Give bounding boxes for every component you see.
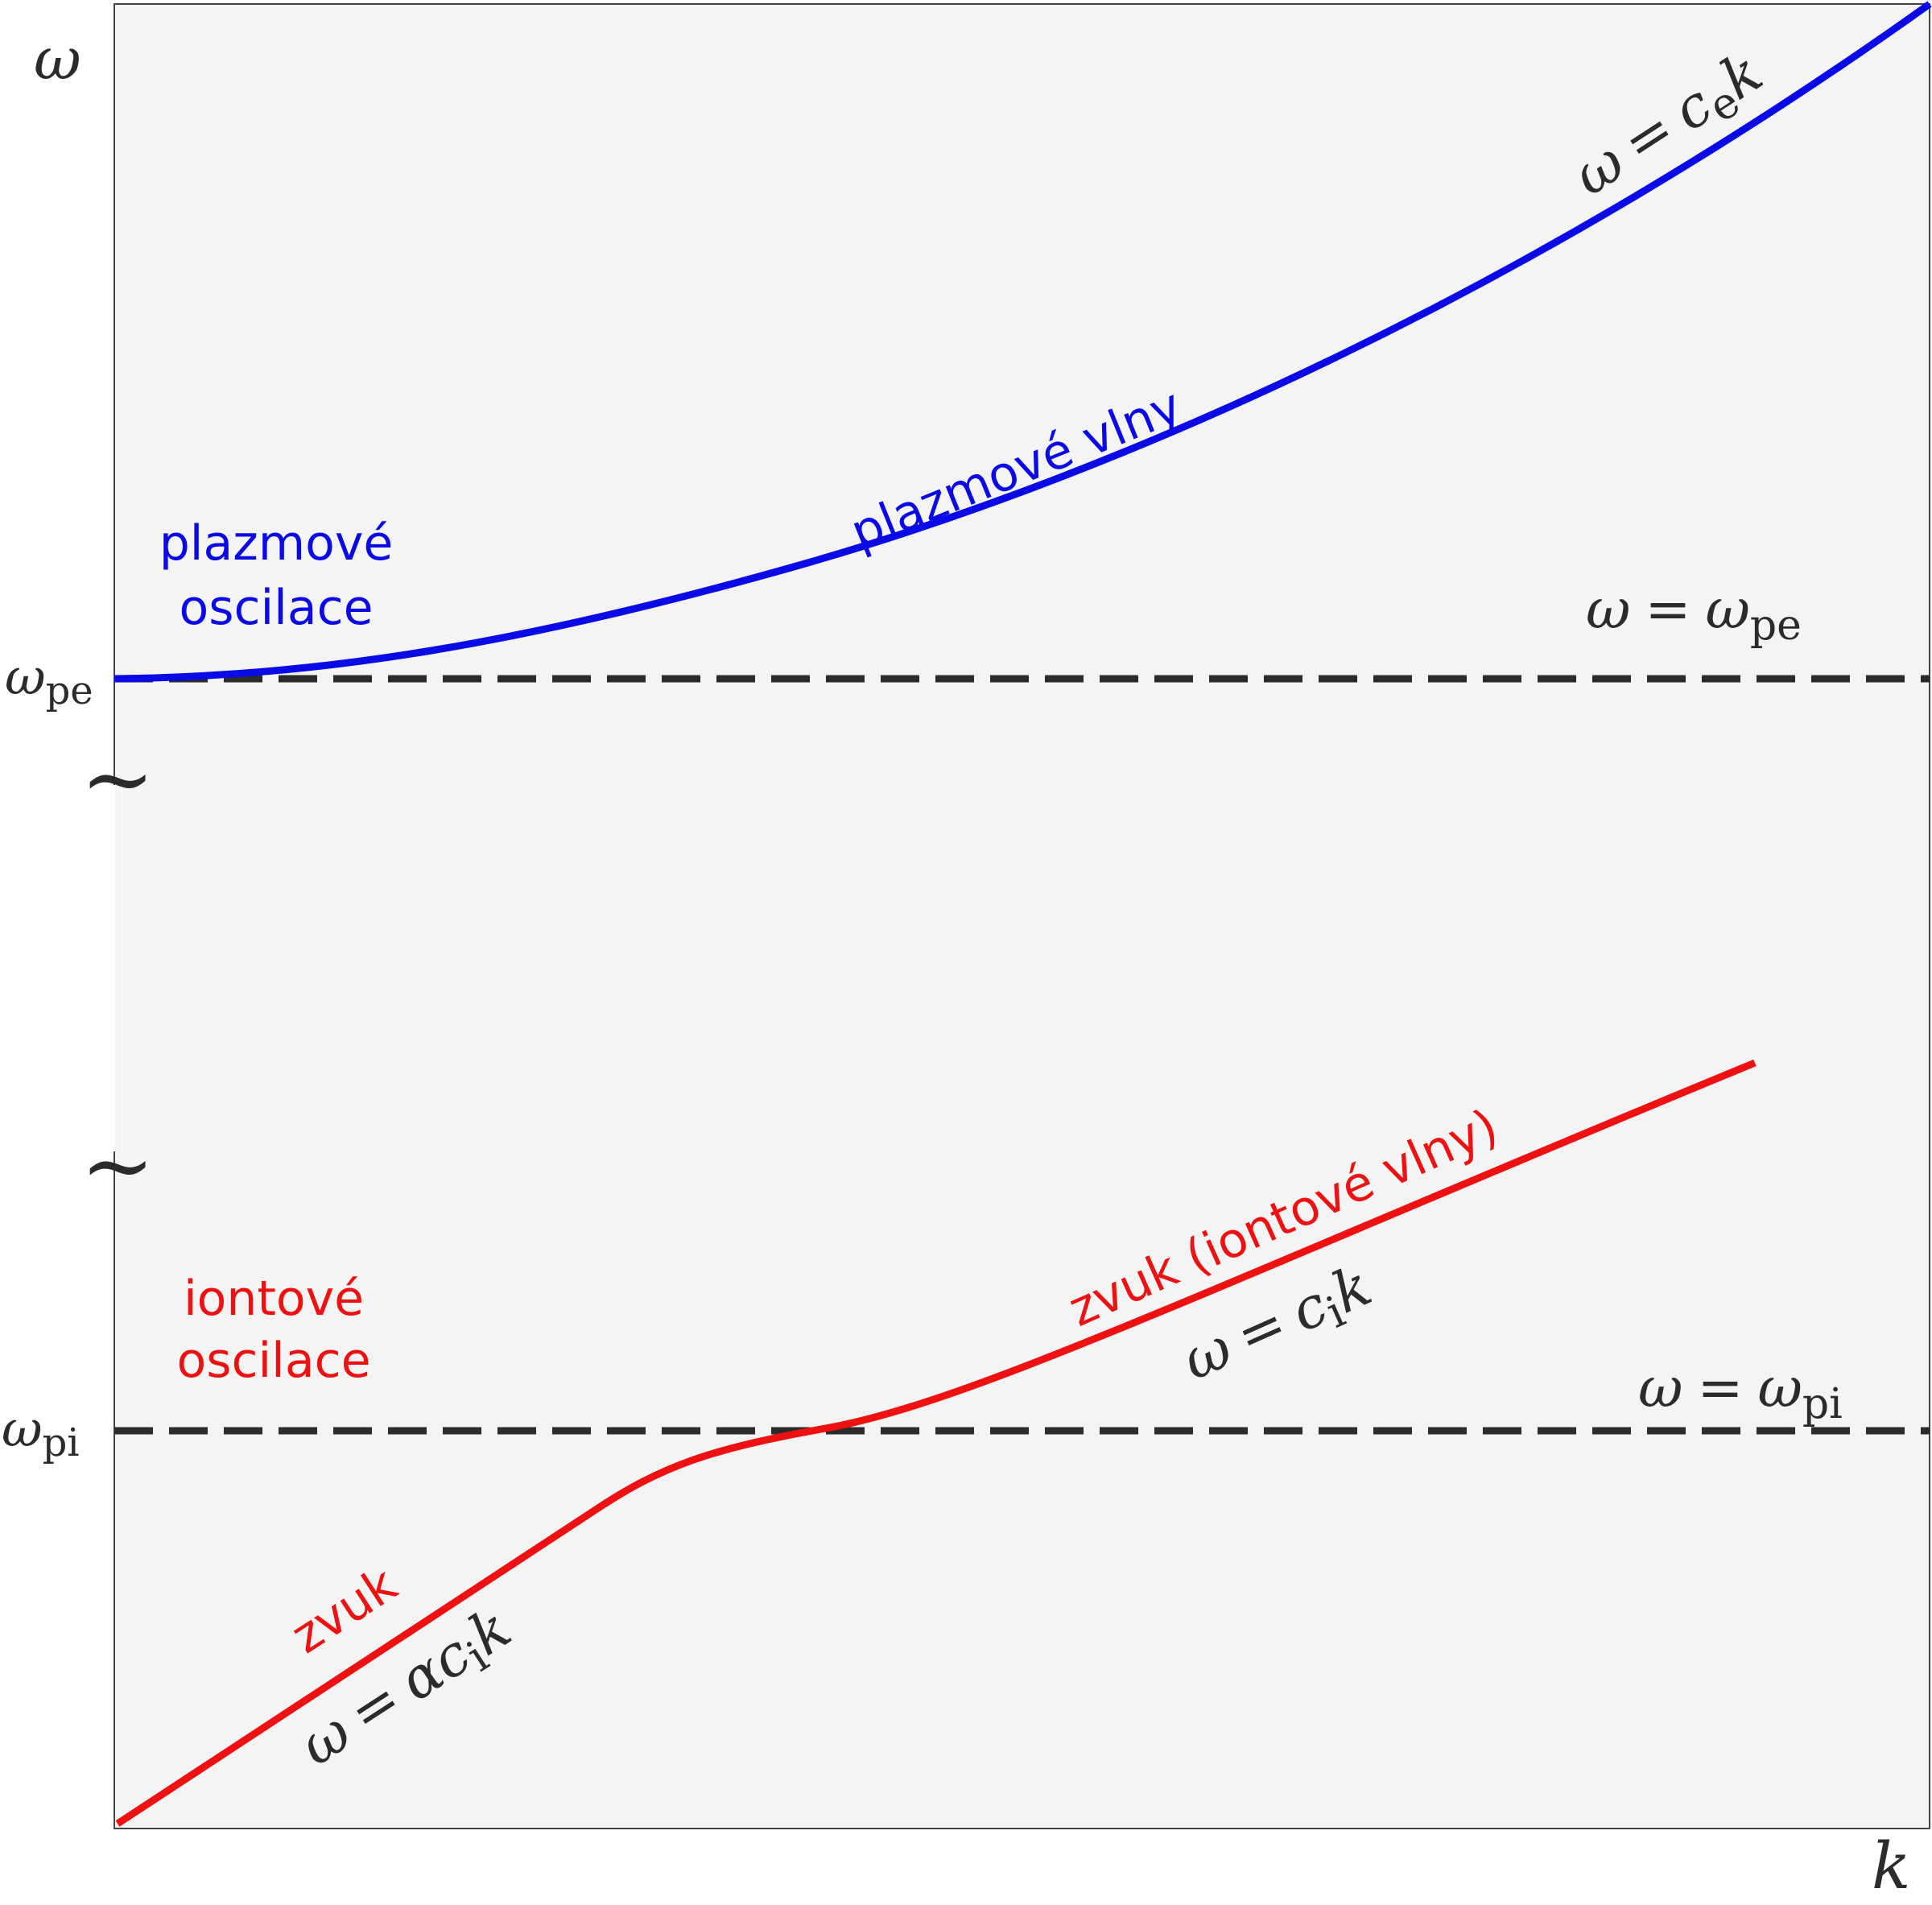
omega-pe-tick-label: ωpe (5, 647, 93, 713)
axis-break-symbol-lower: ~ (80, 1114, 155, 1217)
y-axis-label: ω (34, 25, 81, 93)
plot-area (114, 3, 1930, 1829)
x-axis-label: k (1872, 1829, 1910, 1903)
omega-pe-equation: ω = ωpe (1586, 578, 1802, 650)
electron-plasma-wave-curve (114, 1, 1932, 683)
omega-pi-equation: ω = ωpi (1638, 1357, 1843, 1428)
axis-break-gap-fill (115, 785, 122, 1151)
plasma-oscillation-label-line2: oscilace (180, 580, 374, 636)
ion-oscillation-label-line2: oscilace (177, 1333, 371, 1389)
axis-break-symbol-upper: ~ (80, 727, 155, 830)
omega-pi-tick-label: ωpi (2, 1399, 80, 1465)
plasma-oscillation-label-line1: plazmové (159, 515, 394, 572)
ion-oscillation-label-line1: iontové (184, 1271, 364, 1327)
ion-acoustic-wave-curve (115, 1059, 1757, 1827)
